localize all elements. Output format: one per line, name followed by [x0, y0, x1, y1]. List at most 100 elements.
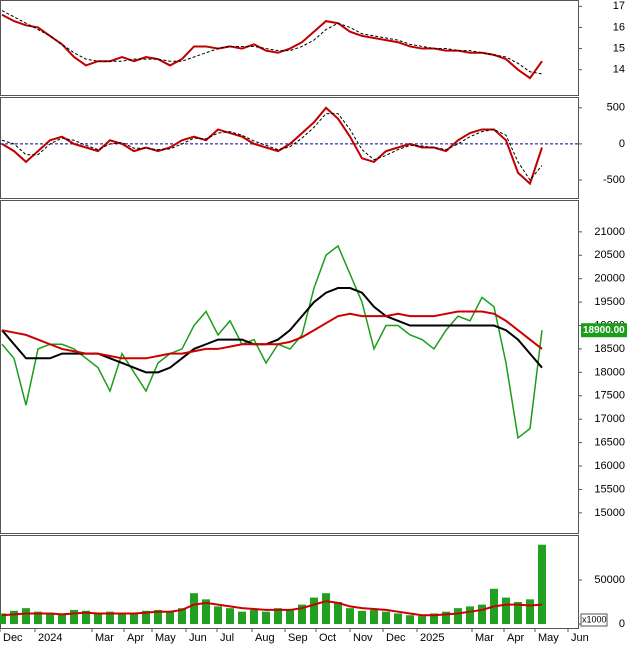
volume-bar — [46, 612, 54, 625]
volume-bar — [298, 604, 306, 625]
x-tick-label: Jun — [189, 632, 207, 644]
volume-bar — [418, 616, 426, 625]
y-tick-label: 16 — [613, 21, 625, 33]
y-tick-label: 0 — [619, 138, 625, 150]
volume-bar — [322, 593, 330, 625]
volume-bar — [502, 597, 510, 625]
panel-frame — [0, 97, 579, 199]
volume-bar — [394, 613, 402, 625]
volume-bar — [226, 608, 234, 625]
x-tick-label: Oct — [319, 632, 336, 644]
volume-bar — [178, 608, 186, 625]
last-price-box — [581, 323, 627, 338]
x-tick-label: Nov — [353, 632, 373, 644]
y-tick-label: 18000 — [594, 366, 625, 378]
x-tick-label: May — [155, 632, 176, 644]
volume-bar — [538, 544, 546, 625]
x-tick-label: 2025 — [420, 632, 444, 644]
volume-bar — [286, 609, 294, 625]
volume-bar — [202, 599, 210, 625]
volume-bar — [130, 613, 138, 625]
x-tick-label: 2024 — [38, 632, 62, 644]
volume-bar — [430, 613, 438, 625]
volume-bar — [22, 608, 30, 625]
volume-bar — [478, 604, 486, 625]
volume-bar — [82, 610, 90, 625]
y-tick-label: 18500 — [594, 343, 625, 355]
volume-bar — [0, 613, 6, 625]
volume-bar — [346, 608, 354, 625]
volume-bar — [262, 611, 270, 625]
volume-bar — [514, 601, 522, 625]
y-tick-label: 15500 — [594, 483, 625, 495]
y-tick-label: 17000 — [594, 413, 625, 425]
volume-bar — [34, 611, 42, 625]
x-tick-label: Mar — [475, 632, 494, 644]
volume-bar — [526, 599, 534, 625]
series-line — [1, 244, 543, 440]
volume-bar — [58, 613, 66, 625]
series-line — [1, 113, 543, 181]
y-tick-label: 15000 — [594, 507, 625, 519]
x-tick-label: Mar — [95, 632, 114, 644]
series-line — [1, 13, 543, 80]
y-tick-label: 17500 — [594, 390, 625, 402]
volume-bar — [10, 610, 18, 625]
x-tick-label: Sep — [288, 632, 308, 644]
volume-bar — [358, 610, 366, 625]
series-line — [1, 10, 543, 75]
y-tick-label: 16500 — [594, 437, 625, 449]
volume-bar — [406, 615, 414, 625]
y-tick-label: 17 — [613, 0, 625, 12]
volume-bar — [382, 611, 390, 625]
x-tick-label: Jun — [571, 632, 589, 644]
unit-box — [580, 613, 608, 627]
volume-bar — [142, 610, 150, 625]
volume-bar — [442, 611, 450, 625]
panel-frame — [0, 535, 579, 629]
volume-bar — [166, 611, 174, 625]
y-tick-label: 50000 — [594, 574, 625, 586]
panel-frame — [0, 0, 579, 96]
y-tick-label: 20500 — [594, 249, 625, 261]
volume-bar — [154, 609, 162, 625]
y-tick-label: 500 — [607, 102, 625, 114]
last-price-label: 18900.00 — [583, 325, 625, 336]
series-line — [1, 600, 543, 617]
volume-bar — [238, 611, 246, 625]
y-tick-label: -500 — [603, 174, 625, 186]
series-line — [1, 106, 543, 186]
volume-bar — [454, 608, 462, 625]
volume-bar — [370, 609, 378, 625]
series-line — [1, 287, 543, 374]
y-tick-label: 14 — [613, 64, 625, 76]
y-tick-label: 16000 — [594, 460, 625, 472]
x-tick-label: May — [538, 632, 559, 644]
volume-bar — [310, 597, 318, 625]
volume-bar — [94, 613, 102, 625]
volume-bar — [190, 593, 198, 625]
volume-bar — [214, 606, 222, 625]
volume-bar — [274, 608, 282, 625]
x-tick-label: Apr — [507, 632, 524, 644]
volume-bar — [466, 606, 474, 625]
panel-frame — [0, 200, 579, 534]
volume-bar — [106, 611, 114, 625]
y-tick-label: 21000 — [594, 226, 625, 238]
unit-label: x1000 — [582, 614, 607, 624]
y-tick-label: 15 — [613, 42, 625, 54]
volume-bar — [70, 609, 78, 625]
volume-bar — [118, 612, 126, 625]
series-line — [1, 310, 543, 360]
x-tick-label: Apr — [127, 632, 144, 644]
x-tick-label: Dec — [3, 632, 23, 644]
x-tick-label: Dec — [386, 632, 406, 644]
y-tick-label: 20000 — [594, 273, 625, 285]
x-tick-label: Jul — [220, 632, 234, 644]
x-tick-label: Aug — [255, 632, 275, 644]
y-tick-label: 19500 — [594, 296, 625, 308]
y-tick-label: 0 — [619, 618, 625, 630]
volume-bar — [334, 601, 342, 625]
volume-bar — [250, 609, 258, 625]
